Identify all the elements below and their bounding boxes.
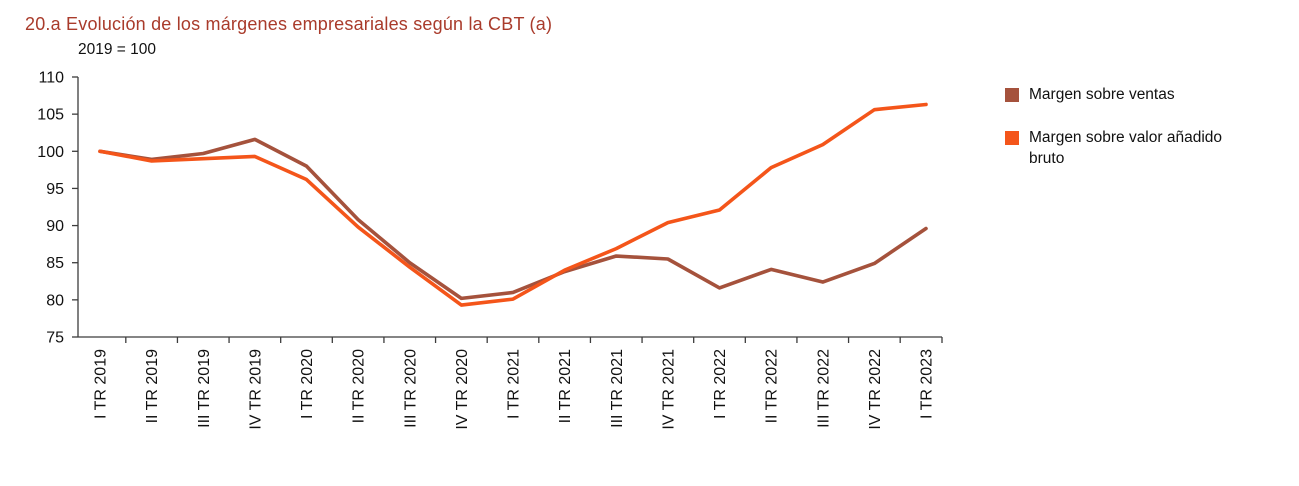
y-axis-label: 110 xyxy=(38,70,64,87)
x-axis-label: IV TR 2022 xyxy=(867,349,884,430)
y-axis-label: 90 xyxy=(46,218,64,235)
x-axis-label: IV TR 2019 xyxy=(247,349,264,430)
y-axis-label: 80 xyxy=(46,292,64,309)
x-axis-label: III TR 2021 xyxy=(609,349,626,428)
legend-swatch-margen-ventas-icon xyxy=(1005,88,1019,102)
legend-label-margen-ventas: Margen sobre ventas xyxy=(1029,86,1175,103)
y-axis-label: 75 xyxy=(46,330,64,347)
x-axis-label: I TR 2020 xyxy=(299,349,316,419)
x-axis-label: II TR 2020 xyxy=(351,349,368,424)
x-axis-label: II TR 2022 xyxy=(764,349,781,424)
x-axis-label: III TR 2019 xyxy=(196,349,213,428)
x-axis-label: II TR 2021 xyxy=(557,349,574,424)
series-line-1 xyxy=(98,102,928,307)
x-axis-label: II TR 2019 xyxy=(144,349,161,424)
x-axis-label: III TR 2020 xyxy=(402,349,419,428)
x-axis-label: I TR 2023 xyxy=(919,349,936,419)
x-axis-label: III TR 2022 xyxy=(815,349,832,428)
y-axis-label: 85 xyxy=(46,255,64,272)
x-axis-label: I TR 2021 xyxy=(506,349,523,419)
y-axis-label: 95 xyxy=(46,181,64,198)
y-axis-label: 100 xyxy=(37,144,64,161)
x-axis-label: IV TR 2021 xyxy=(660,349,677,430)
legend-item-margen-ventas: Margen sobre ventas xyxy=(1005,85,1285,106)
chart-title: 20.a Evolución de los márgenes empresari… xyxy=(25,14,553,34)
x-axis-label: IV TR 2020 xyxy=(454,349,471,430)
y-axis-label: 105 xyxy=(37,107,64,124)
legend-swatch-margen-vab-icon xyxy=(1005,130,1019,145)
x-axis-label: I TR 2022 xyxy=(712,349,729,419)
legend-item-margen-vab: Margen sobre valor añadido bruto xyxy=(1005,128,1285,170)
line-chart: 75 80 85 90 95 100 105 110 I TR 2019 II TR 2019 II… xyxy=(37,70,943,430)
chart-legend: Margen sobre ventas Margen sobre valor a… xyxy=(1005,85,1285,192)
chart-index-note: 2019 = 100 xyxy=(78,41,157,58)
chart-column: 2019 = 100 75 80 85 90 95 100 105 110 I TR 2019 I… xyxy=(0,39,960,461)
chart-area: 2019 = 100 75 80 85 90 95 100 105 110 I TR 2019 I… xyxy=(0,39,1299,461)
series-line-0 xyxy=(98,137,928,301)
legend-label-margen-vab: Margen sobre valor añadido bruto xyxy=(1029,128,1223,167)
x-axis-label: I TR 2019 xyxy=(93,349,110,419)
